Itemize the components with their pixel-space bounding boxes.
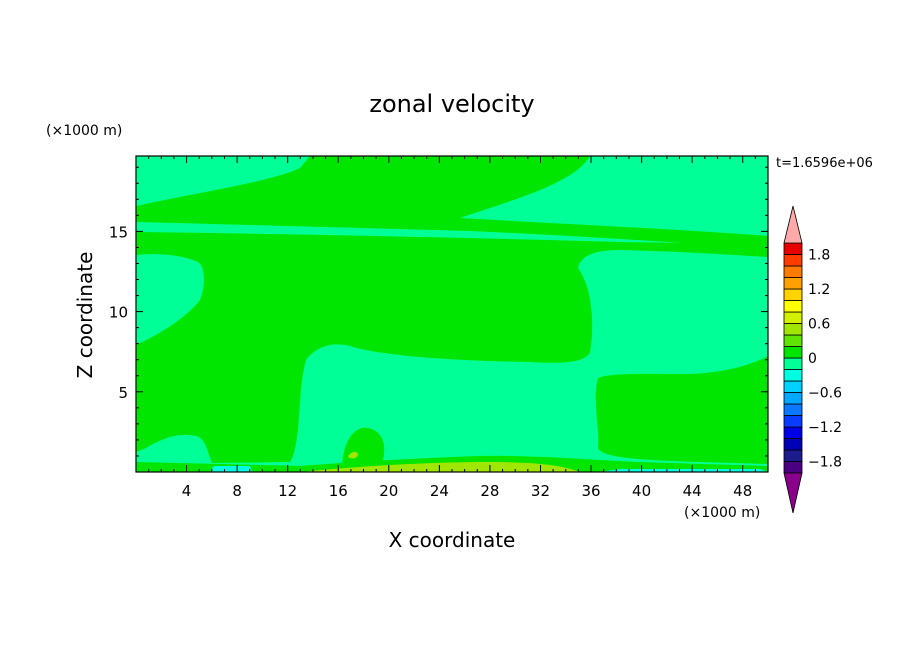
colorbar-swatch xyxy=(783,277,803,290)
colorbar-swatch xyxy=(783,288,803,301)
colorbar-swatch xyxy=(783,438,803,451)
y-tick-label: 15 xyxy=(109,223,128,241)
y-unit-label: (×1000 m) xyxy=(46,123,122,139)
contour-middle-region xyxy=(136,232,768,463)
colorbar-swatch xyxy=(783,311,803,324)
colorbar-swatch xyxy=(783,265,803,278)
x-tick-label: 24 xyxy=(430,482,449,500)
colorbar-swatch xyxy=(783,392,803,405)
colorbar-swatch xyxy=(783,357,803,370)
contour-bump xyxy=(342,427,385,472)
colorbar-swatch xyxy=(783,403,803,416)
colorbar-under-triangle xyxy=(783,472,803,514)
x-tick-label: 4 xyxy=(182,482,192,500)
x-tick-label: 8 xyxy=(232,482,242,500)
contour-bump-core xyxy=(348,451,358,459)
x-tick-label: 12 xyxy=(278,482,297,500)
x-tick-label: 44 xyxy=(683,482,702,500)
colorbar-swatch xyxy=(783,369,803,382)
colorbar-swatch xyxy=(783,334,803,347)
colorbar-tick-label: −1.2 xyxy=(808,420,842,436)
colorbar: 1.8 1.2 0.6 0 −0.6 −1.2 −1.8 xyxy=(783,205,842,514)
x-tick-label: 40 xyxy=(632,482,651,500)
colorbar-tick-label: 0.6 xyxy=(808,317,830,333)
x-unit-label: (×1000 m) xyxy=(684,505,760,521)
x-axis-title: X coordinate xyxy=(389,528,516,552)
contour-upper-band xyxy=(136,156,768,249)
time-label: t=1.6596e+06 xyxy=(776,156,873,171)
x-tick-label: 28 xyxy=(480,482,499,500)
x-tick-label: 16 xyxy=(329,482,348,500)
colorbar-swatch xyxy=(783,242,803,255)
colorbar-swatch xyxy=(783,323,803,336)
y-axis: 5 10 15 xyxy=(109,166,768,457)
chart-title: zonal velocity xyxy=(369,90,534,118)
colorbar-swatch xyxy=(783,415,803,428)
y-axis-title: Z coordinate xyxy=(73,252,97,379)
colorbar-swatch xyxy=(783,380,803,393)
y-tick-label: 5 xyxy=(118,384,128,402)
contour-right-lower-region xyxy=(595,356,768,464)
x-tick-label: 36 xyxy=(581,482,600,500)
colorbar-tick-label: 0 xyxy=(808,351,817,367)
contour-bottom-yellowgreen xyxy=(300,462,580,472)
colorbar-over-triangle xyxy=(783,205,803,244)
y-tick-label: 10 xyxy=(109,304,128,322)
colorbar-swatch xyxy=(783,426,803,439)
colorbar-tick-label: 1.8 xyxy=(808,248,830,264)
x-tick-label: 20 xyxy=(379,482,398,500)
x-axis: 4 8 12 16 20 24 28 32 36 40 44 48 xyxy=(148,156,756,500)
colorbar-swatch xyxy=(783,300,803,313)
colorbar-tick-label: −0.6 xyxy=(808,386,842,402)
colorbar-tick-label: −1.8 xyxy=(808,455,842,471)
colorbar-swatch xyxy=(783,254,803,267)
x-tick-label: 32 xyxy=(531,482,550,500)
colorbar-tick-label: 1.2 xyxy=(808,282,830,298)
colorbar-swatch xyxy=(783,449,803,462)
x-tick-label: 48 xyxy=(733,482,752,500)
colorbar-swatch xyxy=(783,461,803,474)
colorbar-swatch xyxy=(783,346,803,359)
contour-plot xyxy=(136,156,768,472)
